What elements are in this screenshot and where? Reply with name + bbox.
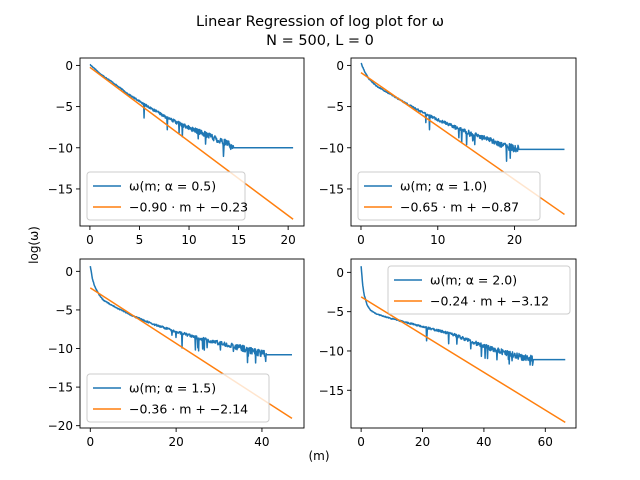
y-tick-label: 0 (65, 265, 73, 279)
y-tick-label: −10 (319, 344, 344, 358)
y-tick-label: −10 (48, 342, 73, 356)
axes-frame (79, 258, 305, 429)
y-tick-label: −5 (55, 303, 73, 317)
legend-box (86, 171, 246, 221)
y-tick-label: −5 (55, 100, 73, 114)
legend-entry-label: −0.65 · m + −0.87 (400, 200, 519, 215)
y-tick-label: −15 (48, 182, 73, 196)
x-tick-label: 0 (86, 233, 94, 247)
x-tick-label: 20 (168, 435, 183, 449)
omega-data-line (89, 63, 294, 158)
x-tick-label: 60 (538, 435, 553, 449)
y-tick-label: 0 (336, 266, 344, 280)
legend-entry-label: ω(m; α = 1.5) (129, 381, 216, 396)
y-tick-label: −15 (319, 182, 344, 196)
y-tick-label: −10 (48, 141, 73, 155)
figure-title-line-2: N = 500, L = 0 (266, 33, 374, 49)
legend-box (86, 373, 270, 423)
x-tick-label: 40 (476, 435, 491, 449)
subplot-alpha-2-0: 0 20 40 60 0 −5 −10 −15 ω(m; α = 2.0) −0.24 · m +… (319, 258, 577, 449)
x-tick-label: 40 (254, 435, 269, 449)
legend-box (387, 265, 571, 315)
x-tick-label: 20 (507, 233, 522, 247)
legend-entry-label: −0.36 · m + −2.14 (129, 402, 248, 417)
y-tick-label: 0 (65, 59, 73, 73)
regression-fit-line (360, 296, 566, 423)
x-tick-label: 0 (86, 435, 94, 449)
axes-frame (79, 57, 305, 227)
x-tick-label: 0 (357, 435, 365, 449)
x-tick-label: 10 (181, 233, 196, 247)
x-tick-label: 0 (357, 233, 365, 247)
subplot-alpha-0-5: 0 5 10 15 20 0 −5 −10 −15 ω(m; α = 0.5) −0.90 · m … (48, 57, 305, 247)
legend-entry-label: −0.90 · m + −0.23 (129, 200, 248, 215)
axes-frame (350, 258, 577, 429)
legend-entry-label: ω(m; α = 2.0) (430, 273, 517, 288)
y-tick-label: 0 (336, 59, 344, 73)
y-tick-label: −5 (326, 100, 344, 114)
y-tick-label: −15 (48, 381, 73, 395)
legend-entry-label: −0.24 · m + −3.12 (430, 294, 549, 309)
subplot-alpha-1-0: 0 10 20 0 −5 −10 −15 ω(m; α = 1.0) −0.65 · m + −… (319, 57, 577, 247)
x-tick-label: 20 (281, 233, 296, 247)
axes-frame (350, 57, 577, 227)
legend: ω(m; α = 1.0) −0.65 · m + −0.87 (357, 171, 541, 221)
x-tick-label: 15 (231, 233, 246, 247)
y-tick-label: −5 (326, 305, 344, 319)
y-tick-label: −15 (319, 384, 344, 398)
figure-y-axis-label: log(ω) (27, 226, 41, 264)
legend-entry-label: ω(m; α = 0.5) (129, 179, 216, 194)
legend-box (357, 171, 541, 221)
omega-data-line (360, 266, 566, 366)
figure-x-axis-label: (m) (308, 449, 329, 463)
legend-entry-label: ω(m; α = 1.0) (400, 179, 487, 194)
legend: ω(m; α = 2.0) −0.24 · m + −3.12 (387, 265, 571, 315)
subplot-alpha-1-5: 0 20 40 0 −5 −10 −15 −20 ω(m; α = 1.5) −0.36 · m … (48, 258, 305, 449)
legend: ω(m; α = 1.5) −0.36 · m + −2.14 (86, 373, 270, 423)
regression-fit-line (89, 66, 294, 220)
omega-data-line (89, 265, 293, 364)
figure-title-line-1: Linear Regression of log plot for ω (196, 14, 444, 30)
legend: ω(m; α = 0.5) −0.90 · m + −0.23 (86, 171, 248, 221)
y-tick-label: −20 (48, 419, 73, 433)
x-tick-label: 5 (136, 233, 144, 247)
x-tick-label: 10 (430, 233, 445, 247)
x-tick-label: 20 (415, 435, 430, 449)
y-tick-label: −10 (319, 141, 344, 155)
